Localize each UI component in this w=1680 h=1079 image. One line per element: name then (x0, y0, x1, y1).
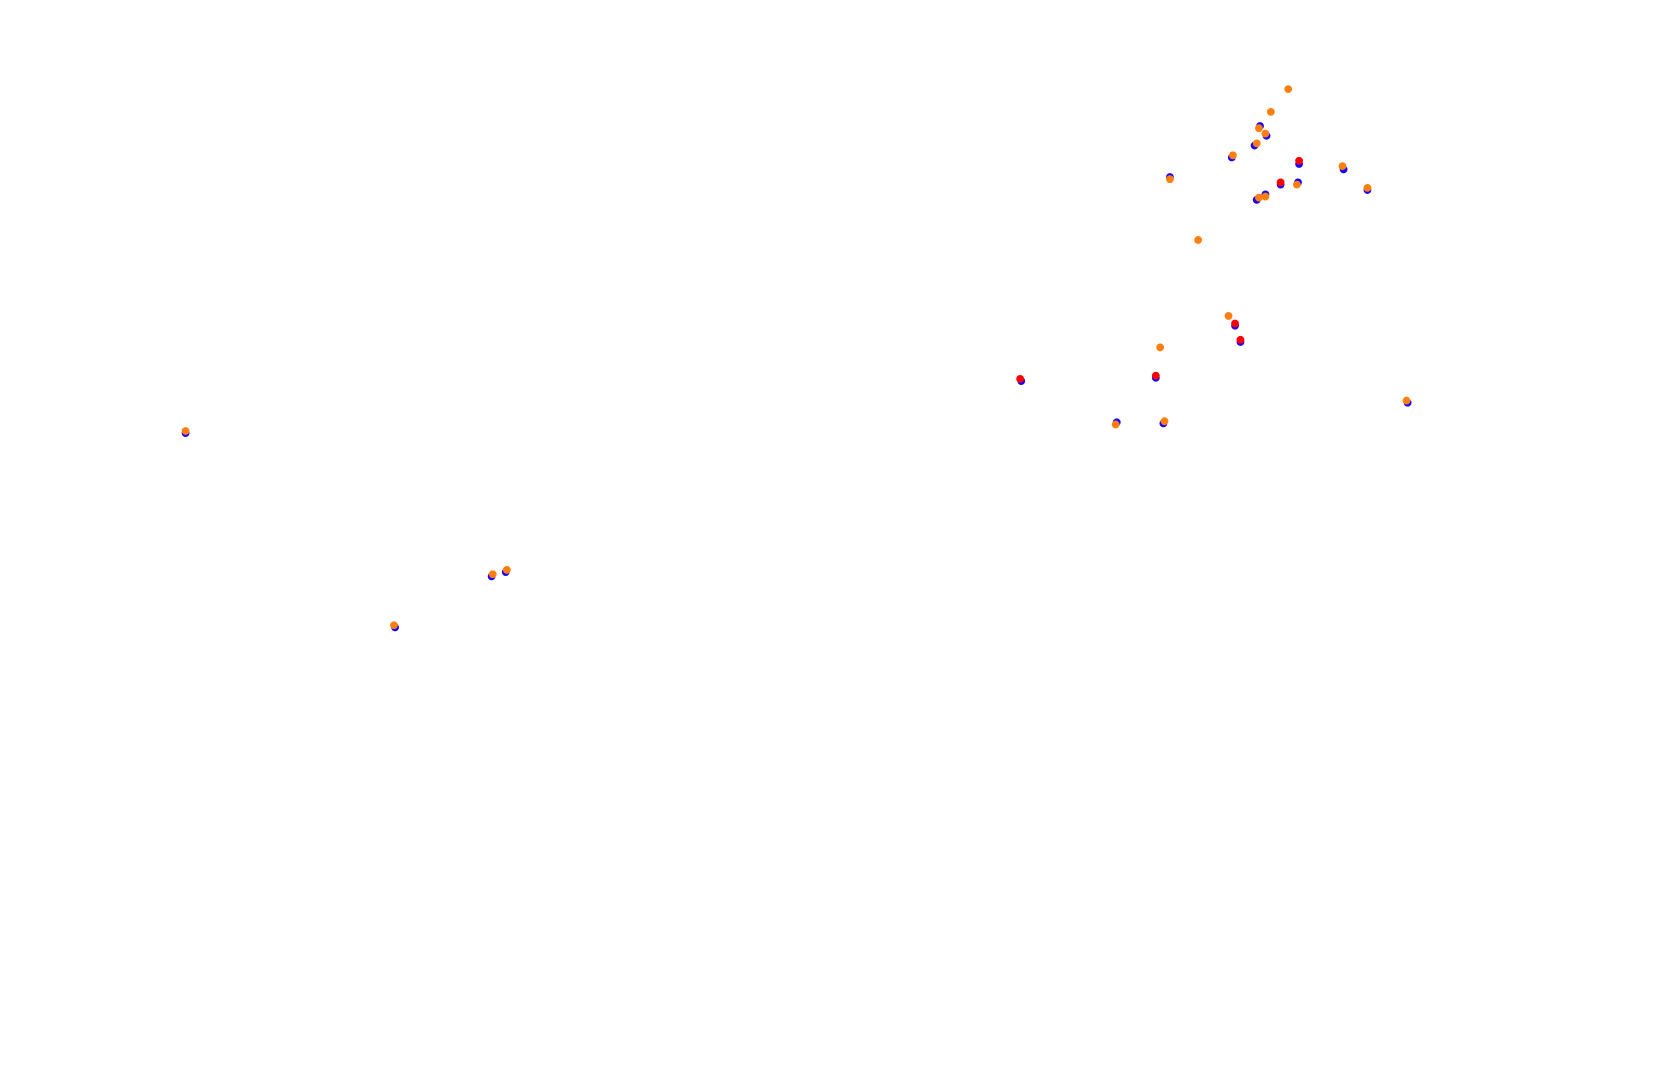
point (1231, 319, 1239, 328)
point (1111, 420, 1120, 429)
point (181, 427, 190, 435)
point (1016, 374, 1025, 383)
point (1252, 139, 1261, 148)
point (1194, 236, 1203, 244)
point (1261, 192, 1270, 201)
point (1228, 151, 1237, 160)
point (1151, 371, 1160, 380)
point (1261, 129, 1270, 138)
point (1255, 193, 1263, 202)
point (1363, 183, 1372, 192)
point (1295, 156, 1303, 165)
point (1236, 335, 1245, 344)
point (488, 570, 497, 579)
point (502, 565, 511, 574)
point (390, 621, 398, 630)
point (1224, 312, 1233, 320)
point (1166, 175, 1174, 184)
point (1292, 180, 1301, 189)
point (1338, 162, 1347, 171)
point (1160, 417, 1169, 426)
point (1402, 396, 1411, 405)
point (1255, 124, 1263, 133)
point (1156, 343, 1165, 352)
point (1284, 85, 1293, 94)
point (1266, 107, 1275, 116)
points (181, 85, 1412, 632)
point (1276, 178, 1285, 187)
